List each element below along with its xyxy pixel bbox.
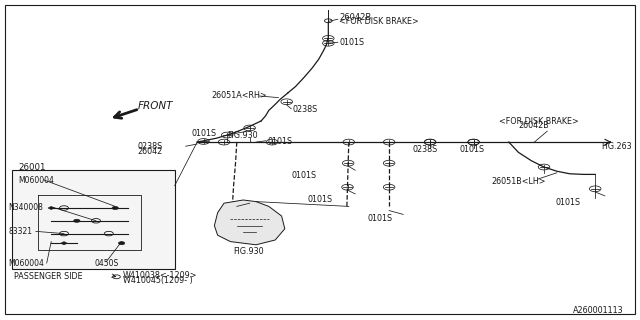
Text: 26001: 26001 [18, 164, 45, 172]
Text: 0101S: 0101S [556, 198, 580, 207]
Text: 0238S: 0238S [138, 142, 163, 151]
Text: 0101S: 0101S [268, 137, 292, 146]
Polygon shape [48, 206, 54, 210]
Polygon shape [61, 242, 67, 245]
Text: FIG.263: FIG.263 [602, 142, 632, 151]
Text: N340008: N340008 [8, 204, 43, 212]
Text: W410038<-1209>: W410038<-1209> [123, 271, 197, 280]
Text: W410045(1209- ): W410045(1209- ) [123, 276, 193, 285]
Polygon shape [214, 200, 285, 245]
Circle shape [118, 242, 125, 245]
Bar [12, 170, 175, 269]
Text: 26042: 26042 [138, 147, 163, 156]
Text: FRONT: FRONT [138, 101, 173, 111]
Text: 0101S: 0101S [291, 171, 316, 180]
Text: 0238S: 0238S [292, 105, 317, 114]
Text: 26051B<LH>: 26051B<LH> [492, 177, 546, 186]
Text: <FOR DISK BRAKE>: <FOR DISK BRAKE> [499, 117, 579, 126]
Text: PASSENGER SIDE: PASSENGER SIDE [14, 272, 83, 281]
Circle shape [74, 219, 80, 222]
Text: 0101S: 0101S [339, 38, 364, 47]
Text: 0450S: 0450S [95, 260, 119, 268]
Text: FIG.930: FIG.930 [227, 132, 258, 140]
Text: M060004: M060004 [18, 176, 54, 185]
Text: 0101S: 0101S [307, 195, 332, 204]
Text: 26042B: 26042B [339, 13, 371, 22]
Text: 0101S: 0101S [368, 214, 393, 223]
Text: FIG.930: FIG.930 [234, 247, 264, 256]
Text: M060004: M060004 [8, 260, 44, 268]
Text: A260001113: A260001113 [573, 306, 624, 315]
Text: <FOR DISK BRAKE>: <FOR DISK BRAKE> [339, 17, 419, 26]
Text: 0101S: 0101S [192, 129, 217, 138]
Circle shape [112, 206, 118, 210]
Text: 26042B: 26042B [518, 121, 549, 130]
Text: 0101S: 0101S [460, 145, 484, 154]
Text: 26051A<RH>: 26051A<RH> [211, 91, 267, 100]
Text: 0238S: 0238S [413, 145, 438, 154]
Text: 83321: 83321 [8, 228, 32, 236]
